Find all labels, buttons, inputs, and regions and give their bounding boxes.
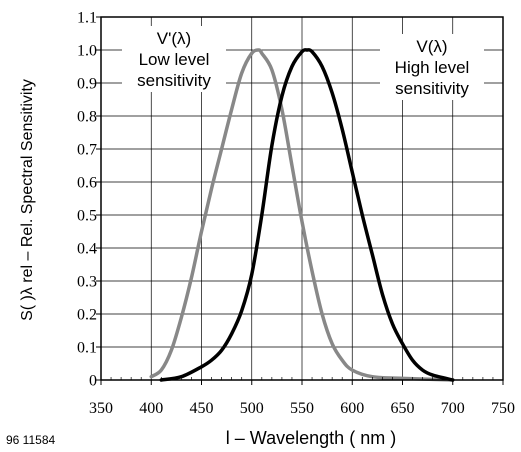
x-tick-label: 750 [491,400,515,417]
y-tick-labels: 0 0.1 0.2 0.3 0.4 0.5 0.6 0.7 0.8 0.9 1.0 1.1 [77,10,97,390]
y-tick-label: 0.4 [77,241,97,258]
grid-lines [100,16,504,381]
x-tick-label: 500 [240,400,264,417]
y-tick-label: 1.0 [77,43,97,60]
annotation-text: Low level [139,50,210,69]
figure-id: 96 11584 [6,433,55,447]
annotations: V'(λ) Low level sensitivity V(λ) High level s… [122,26,484,100]
x-tick-label: 450 [190,400,214,417]
series-line-high-level [159,48,455,382]
y-tick-label: 0.9 [77,76,97,93]
annotation-text: V(λ) [416,37,447,56]
x-axis-label: l – Wavelength ( nm ) [226,428,396,448]
y-tick-label: 0.5 [77,208,97,225]
y-axis-label: S( )λ rel – Rel. Spectral Sensitivity [19,79,36,321]
x-tick-label: 350 [89,400,113,417]
y-tick-label: 0.7 [77,142,97,159]
y-tick-label: 0.1 [77,340,97,357]
annotation-text: sensitivity [395,79,469,98]
y-tick-label: 0.2 [77,307,97,324]
y-tick-label: 0 [89,373,97,390]
annotation-background [122,26,226,92]
annotation-text: V'(λ) [157,29,191,48]
series-lines [149,48,455,382]
x-tick-label: 650 [391,400,415,417]
annotation-text: High level [395,58,470,77]
tick-marks [96,16,504,385]
x-tick-label: 700 [441,400,465,417]
y-tick-label: 1.1 [77,10,97,27]
annotation-background [380,34,484,100]
annotation-text: sensitivity [137,71,211,90]
x-tick-label: 550 [290,400,314,417]
y-tick-label: 0.8 [77,109,97,126]
x-tick-label: 600 [340,400,364,417]
x-tick-label: 400 [139,400,163,417]
series-line-low-level [149,48,455,382]
y-tick-label: 0.3 [77,274,97,291]
y-tick-label: 0.6 [77,175,97,192]
x-tick-labels: 350 400 450 500 550 600 650 700 750 [89,400,515,417]
